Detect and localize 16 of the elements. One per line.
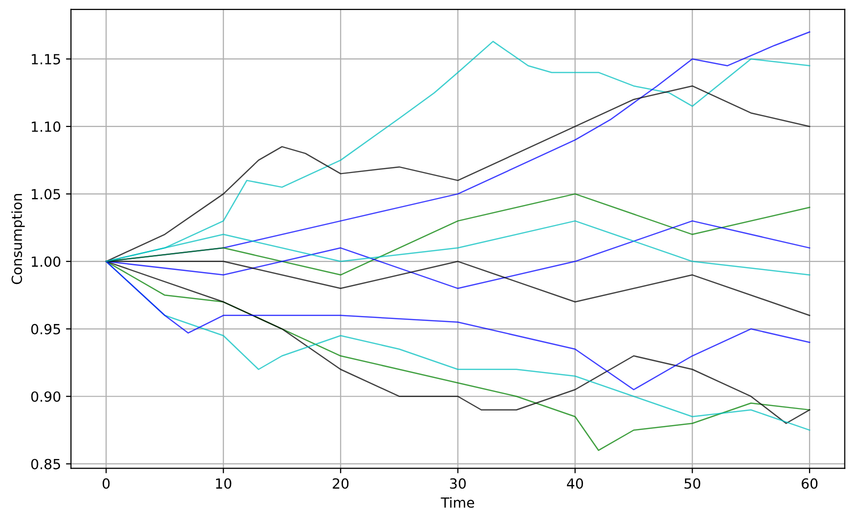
x-axis-title: Time (440, 497, 474, 508)
y-tick-label: 1.10 (32, 121, 60, 132)
x-tick-label: 0 (102, 478, 110, 489)
y-tick-label: 1.00 (32, 256, 60, 267)
y-tick-label: 1.05 (32, 188, 60, 200)
y-axis-title: Consumption (11, 194, 25, 284)
y-tick-label: 1.15 (32, 54, 60, 64)
y-tick-label: 0.95 (31, 324, 60, 334)
x-tick-label: 50 (684, 478, 700, 489)
x-tick-label: 60 (802, 478, 818, 489)
y-tick-label: 0.90 (31, 391, 60, 402)
x-tick-label: 30 (450, 478, 466, 489)
x-tick-label: 10 (216, 478, 232, 489)
x-tick-label: 40 (566, 478, 584, 489)
x-tick-label: 20 (332, 478, 349, 489)
y-tick-label: 0.85 (31, 458, 60, 470)
